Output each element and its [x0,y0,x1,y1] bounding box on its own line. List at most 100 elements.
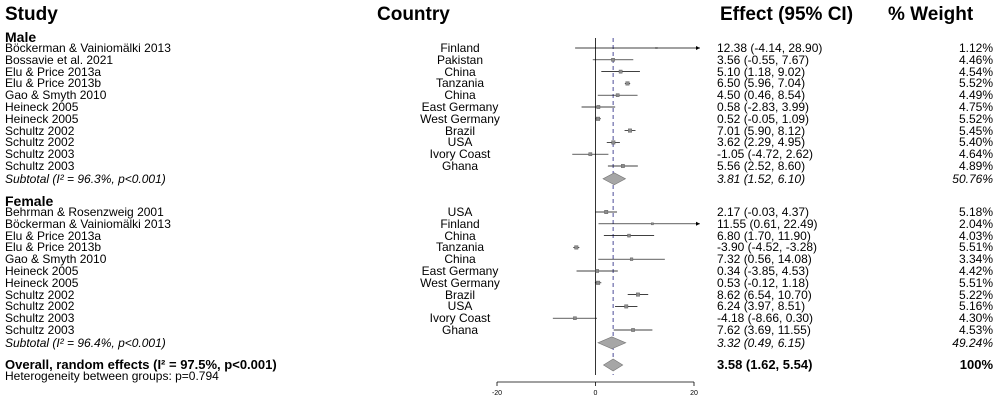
weight-value: 4.53% [958,323,993,337]
country-name: China [444,88,476,103]
subtotal-ci: 3.32 (0.49, 6.15) [717,335,806,350]
study-name: Böckerman & Vainiomälki 2013 [5,41,171,55]
weight-value: 2.04% [958,216,993,231]
subtotal-label: Subtotal (I² = 96.4%, p<0.001) [5,335,166,350]
country-name: USA [447,205,473,219]
study-name: Heineck 2005 [5,264,79,278]
weight-value: 4.75% [958,100,993,114]
effect-ci: 3.62 (2.29, 4.95) [717,135,806,150]
effect-ci: 6.50 (5.96, 7.04) [717,76,806,91]
weight-value: 4.42% [958,264,993,278]
ci-arrow [696,46,700,50]
subtotal-weight: 50.76% [952,171,993,186]
subtotal-diamond [602,172,627,186]
study-name: Heineck 2005 [5,275,79,290]
effect-box [618,69,623,74]
header-country: Country [377,4,450,25]
effect-box [628,128,632,133]
effect-ci: 7.01 (5.90, 8.12) [717,123,806,138]
effect-ci: 4.50 (0.46, 8.54) [717,88,806,103]
effect-box [595,269,599,273]
country-name: Ghana [441,159,479,173]
country-name: West Germany [420,275,500,290]
header-effect: Effect (95% CI) [720,4,854,25]
effect-box [596,116,601,121]
country-name: East Germany [421,100,499,114]
x-tick-label: 0 [594,390,598,397]
effect-box [629,257,634,261]
effect-box [651,222,654,226]
subtotal-diamond [597,336,627,350]
effect-ci: 12.38 (-4.14, 28.90) [717,41,823,55]
weight-value: 4.03% [958,228,993,243]
country-name: Pakistan [436,52,484,67]
effect-box [611,58,615,62]
country-name: Tanzania [435,240,485,255]
overall-diamond [602,358,624,372]
country-name: China [444,64,476,79]
effect-ci: -4.18 (-8.66, 0.30) [717,311,814,326]
x-tick-label: 20 [690,390,698,397]
study-name: Schultz 2003 [5,311,75,326]
effect-box [596,105,601,109]
weight-value: 1.12% [958,41,993,55]
country-name: USA [447,135,473,150]
weight-value: 4.89% [958,159,993,173]
overall-weight: 100% [959,357,993,372]
effect-box [611,140,616,145]
effect-box [627,233,631,238]
subtotal-label: Subtotal (I² = 96.3%, p<0.001) [5,171,166,186]
study-name: Schultz 2003 [5,159,75,173]
subtotal-weight: 49.24% [952,335,993,350]
study-name: Schultz 2002 [5,123,75,138]
study-name: Heineck 2005 [5,100,79,114]
effect-ci: 5.56 (2.52, 8.60) [717,159,806,173]
x-tick-label: -20 [492,390,502,397]
country-name: USA [447,299,473,314]
study-name: Schultz 2003 [5,323,75,337]
effect-ci: 3.56 (-0.55, 7.67) [717,52,810,67]
effect-box [655,47,658,49]
effect-ci: 6.24 (3.97, 8.51) [717,299,806,314]
effect-ci: 0.52 (-0.05, 1.09) [717,111,810,126]
study-name: Heineck 2005 [5,111,79,126]
group-title: Female [5,193,54,209]
group-title: Male [5,29,37,45]
effect-box [631,328,635,332]
weight-value: 5.16% [958,299,993,314]
effect-ci: 7.32 (0.56, 14.08) [717,252,812,267]
country-name: Ghana [441,323,479,337]
country-name: Brazil [444,123,475,138]
country-name: China [444,228,476,243]
effect-box [636,292,640,297]
study-name: Elu & Price 2013b [5,240,102,255]
weight-value: 4.46% [958,52,993,67]
ci-arrow [696,221,700,226]
study-name: Schultz 2002 [5,287,75,302]
study-name: Schultz 2002 [5,135,75,150]
effect-ci: 11.55 (0.61, 22.49) [717,216,818,231]
heterogeneity-note: Heterogeneity between groups: p=0.794 [5,369,219,383]
effect-box [574,245,579,250]
effect-ci: -1.05 (-4.72, 2.62) [717,147,814,162]
weight-value: 4.54% [958,64,993,79]
effect-box [615,93,620,97]
study-name: Schultz 2003 [5,147,75,162]
subtotal-ci: 3.81 (1.52, 6.10) [717,171,806,186]
weight-value: 5.52% [958,111,993,126]
effect-box [604,210,609,214]
study-name: Schultz 2002 [5,299,75,314]
country-name: China [444,252,476,267]
study-name: Elu & Price 2013b [5,76,102,91]
effect-box [588,152,593,157]
weight-value: 5.51% [958,240,993,255]
country-name: Tanzania [435,76,485,91]
study-name: Bossavie et al. 2021 [5,52,114,67]
effect-ci: 6.80 (1.70, 11.90) [717,228,811,243]
country-name: Ivory Coast [429,311,491,326]
weight-value: 5.51% [958,275,993,290]
weight-value: 4.64% [958,147,993,162]
country-name: Ivory Coast [429,147,491,162]
overall-ci: 3.58 (1.62, 5.54) [717,357,813,372]
